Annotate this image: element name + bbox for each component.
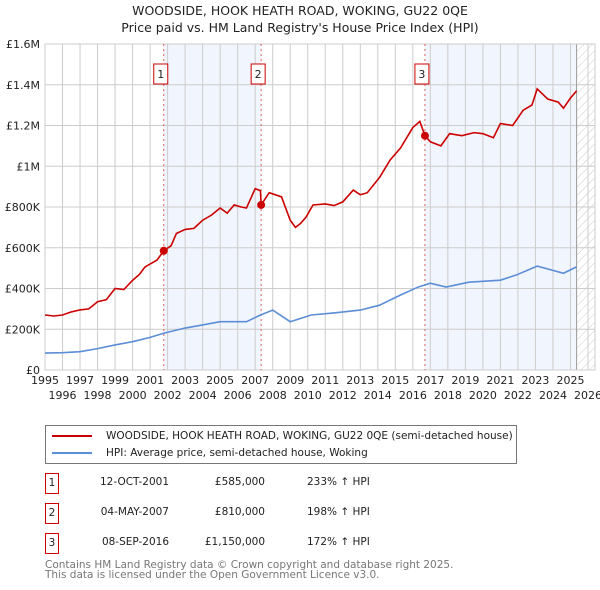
sale-row: 1 12-OCT-2001 £585,000 233% ↑ HPI [45,473,445,494]
x-tick-label: 2006 [224,389,252,402]
x-tick-label: 1995 [31,374,59,387]
x-tick-label: 2009 [276,374,304,387]
sale-number: 2 [45,503,59,524]
sale-marker-label: 1 [157,68,164,81]
x-tick-label: 2012 [329,389,357,402]
x-tick-label: 2011 [311,374,339,387]
x-tick-label: 2008 [259,389,287,402]
footer-line: Contains HM Land Registry data © Crown c… [45,559,454,571]
x-tick-label: 2015 [381,374,409,387]
series-line [44,265,577,354]
sale-hpi: 198% ↑ HPI [307,506,370,518]
x-tick-label: 1997 [66,374,94,387]
sale-row: 3 08-SEP-2016 £1,150,000 172% ↑ HPI [45,533,445,554]
legend-item-property: WOODSIDE, HOOK HEATH ROAD, WOKING, GU22 … [46,428,513,444]
legend-label: HPI: Average price, semi-detached house,… [106,447,368,459]
x-tick-label: 2013 [346,374,374,387]
y-tick-label: £1.2M [6,120,40,133]
x-tick-label: 2014 [364,389,392,402]
chart-plot: 1995 1996 1997 1998 1999 2000 2001 2002 2003 2004… [5,38,600,402]
y-tick-label: £600K [5,242,41,255]
sale-date: 08-SEP-2016 [101,536,169,548]
sale-hpi: 233% ↑ HPI [307,476,370,488]
legend-item-hpi: HPI: Average price, semi-detached house,… [46,445,368,461]
x-tick-label: 1998 [84,389,112,402]
sale-marker-box [153,63,169,85]
y-tick-label: £1M [17,160,41,173]
y-tick-label: £0 [26,364,40,377]
x-tick-label: 2005 [206,374,234,387]
y-tick-label: £400K [5,283,41,296]
legend-label: WOODSIDE, HOOK HEATH ROAD, WOKING, GU22 … [106,430,513,442]
sale-marker-label: 3 [418,68,425,81]
sale-date: 04-MAY-2007 [100,506,169,518]
x-tick-label: 2018 [434,389,462,402]
x-tick-label: 1996 [49,389,77,402]
x-tick-label: 1999 [101,374,129,387]
sale-number: 3 [45,533,59,554]
x-tick-label: 2004 [189,389,217,402]
footer: Contains HM Land Registry data © Crown c… [45,559,454,581]
footer-line: This data is licensed under the Open Gov… [45,569,380,581]
y-tick-label: £200K [5,323,41,336]
x-tick-label: 2001 [136,374,164,387]
sale-point [159,246,168,255]
sale-point [420,131,429,140]
sale-marker-label: 2 [255,68,262,81]
x-tick-label: 2002 [154,389,182,402]
x-tick-label: 2000 [119,389,147,402]
y-tick-label: £800K [5,201,41,214]
sale-price: £810,000 [214,506,265,518]
sale-number: 1 [45,473,59,494]
legend: WOODSIDE, HOOK HEATH ROAD, WOKING, GU22 … [45,425,517,464]
x-tick-label: 2024 [539,389,567,402]
x-tick-label: 2007 [241,374,269,387]
x-tick-label: 2025 [556,374,584,387]
legend-swatch [52,452,92,454]
sale-price: £1,150,000 [204,536,265,548]
y-tick-label: £1.4M [6,79,40,92]
x-tick-label: 2003 [171,374,199,387]
x-tick-label: 2017 [416,374,444,387]
x-tick-label: 2022 [504,389,532,402]
x-tick-label: 2016 [399,389,427,402]
series-line [44,87,578,317]
sale-date: 12-OCT-2001 [100,476,169,488]
y-tick-label: £1.6M [6,38,40,51]
sale-row: 2 04-MAY-2007 £810,000 198% ↑ HPI [45,503,445,524]
x-tick-label: 2021 [486,374,514,387]
sale-marker-box [414,63,430,85]
sale-price: £585,000 [214,476,265,488]
x-tick-label: 2020 [469,389,497,402]
x-tick-label: 2023 [521,374,549,387]
x-tick-label: 2010 [294,389,322,402]
x-tick-label: 2026 [574,389,600,402]
chart-title: WOODSIDE, HOOK HEATH ROAD, WOKING, GU22 … [132,3,468,18]
sale-point [257,200,266,209]
x-tick-label: 2019 [451,374,479,387]
sale-marker-box [250,63,266,85]
plot-border [44,43,596,371]
chart-subtitle: Price paid vs. HM Land Registry's House … [121,20,479,35]
sale-hpi: 172% ↑ HPI [307,536,370,548]
legend-swatch [52,435,92,437]
